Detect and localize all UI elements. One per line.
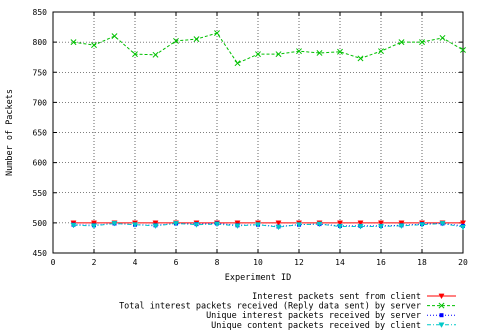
y-tick-label: 500: [33, 219, 48, 228]
series-line: [73, 222, 464, 228]
x-tick-label: 12: [294, 258, 304, 267]
y-tick-label: 550: [33, 189, 48, 198]
data-point: [439, 34, 446, 41]
data-point: [296, 48, 302, 55]
data-point: [131, 222, 139, 228]
data-point: [213, 221, 221, 228]
data-point: [70, 39, 77, 46]
data-point: [377, 220, 385, 226]
data-point: [316, 221, 323, 228]
data-point: [214, 30, 220, 37]
data-point: [459, 220, 467, 226]
data-point: [275, 220, 282, 226]
y-tick-label: 750: [33, 68, 48, 77]
series-1: [70, 30, 466, 67]
data-point: [90, 223, 98, 230]
x-axis-label: Experiment ID: [225, 273, 292, 283]
data-point: [418, 222, 426, 228]
data-point: [378, 48, 384, 55]
data-point: [275, 51, 282, 58]
series-layer: [70, 30, 467, 231]
data-point: [255, 51, 261, 58]
data-point: [90, 220, 98, 226]
x-tick-label: 6: [174, 258, 179, 267]
x-tick-label: 20: [458, 258, 468, 267]
data-point: [460, 47, 466, 53]
data-point: [152, 223, 159, 230]
series-3: [70, 221, 467, 231]
legend-label: Interest packets sent from client: [252, 292, 421, 302]
data-point: [91, 42, 97, 49]
data-point: [439, 313, 444, 318]
data-point: [295, 222, 303, 228]
x-tick-label: 0: [51, 258, 56, 267]
data-point: [70, 222, 77, 229]
y-tick-label: 600: [33, 159, 48, 168]
legend-entry: Interest packets sent from client: [252, 292, 456, 302]
y-tick-label: 650: [33, 129, 48, 138]
data-point: [234, 220, 241, 226]
x-tick-label: 10: [253, 258, 263, 267]
data-point: [111, 33, 118, 40]
data-point: [459, 224, 467, 231]
data-point: [111, 221, 118, 227]
data-point: [132, 51, 138, 58]
data-point: [398, 220, 405, 226]
x-tick-label: 4: [133, 258, 138, 267]
data-point: [438, 302, 445, 309]
data-point: [336, 224, 344, 230]
x-tick-label: 16: [376, 258, 386, 267]
data-point: [438, 322, 445, 328]
x-tick-label: 14: [335, 258, 345, 267]
data-point: [357, 220, 364, 226]
data-point: [398, 39, 405, 46]
x-tick-label: 8: [215, 258, 220, 267]
data-point: [172, 221, 180, 227]
data-point: [152, 51, 159, 58]
data-point: [173, 37, 179, 44]
series-line: [73, 32, 464, 64]
data-point: [254, 222, 262, 228]
data-point: [419, 39, 425, 46]
data-point: [438, 293, 445, 300]
data-point: [377, 224, 385, 230]
x-tick-label: 2: [92, 258, 97, 267]
data-point: [357, 224, 364, 230]
y-tick-label: 700: [33, 98, 48, 107]
data-point: [398, 223, 405, 230]
y-tick-label: 800: [33, 38, 48, 47]
data-point: [275, 224, 282, 231]
legend-entry: Unique interest packets received by serv…: [206, 311, 456, 321]
y-tick-label: 450: [33, 249, 48, 258]
y-tick-label: 850: [33, 8, 48, 17]
data-point: [439, 221, 446, 227]
legend-entry: Unique content packets received by clien…: [211, 321, 456, 331]
data-point: [316, 50, 323, 56]
x-tick-label: 18: [417, 258, 427, 267]
legend-label: Unique content packets received by clien…: [211, 321, 421, 331]
data-point: [152, 220, 159, 226]
y-axis-label: Number of Packets: [5, 89, 15, 176]
data-point: [193, 222, 200, 228]
legend-entry: Total interest packets received (Reply d…: [119, 302, 456, 312]
legend-label: Unique interest packets received by serv…: [206, 311, 421, 321]
data-point: [357, 55, 364, 62]
data-point: [234, 223, 241, 230]
axis-ticks: 450 500 550 600 650 700 750 800 850 0 2 4 6 8 10 12 14 16…: [33, 8, 468, 267]
legend-label: Total interest packets received (Reply d…: [119, 302, 421, 312]
data-point: [336, 220, 344, 226]
data-point: [234, 60, 241, 67]
data-point: [337, 48, 343, 55]
data-point: [193, 36, 200, 43]
grid-lines: [53, 12, 463, 253]
